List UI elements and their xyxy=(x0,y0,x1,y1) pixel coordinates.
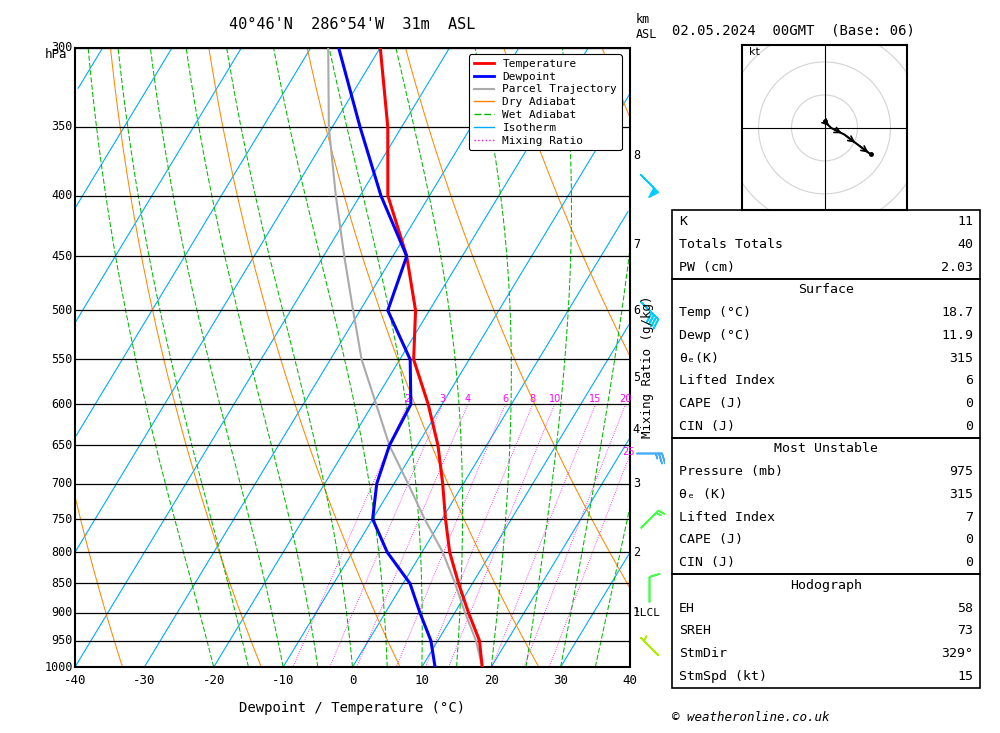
Text: -30: -30 xyxy=(133,674,156,688)
Text: 400: 400 xyxy=(51,189,73,202)
Text: © weatheronline.co.uk: © weatheronline.co.uk xyxy=(672,711,830,724)
Text: 20: 20 xyxy=(484,674,499,688)
Legend: Temperature, Dewpoint, Parcel Trajectory, Dry Adiabat, Wet Adiabat, Isotherm, Mi: Temperature, Dewpoint, Parcel Trajectory… xyxy=(469,54,622,150)
Text: 4: 4 xyxy=(465,394,471,404)
Text: ¹LCL: ¹LCL xyxy=(633,608,660,618)
Text: StmSpd (kt): StmSpd (kt) xyxy=(679,670,767,682)
Text: 73: 73 xyxy=(957,625,973,637)
Text: Hodograph: Hodograph xyxy=(790,579,862,592)
Text: 315: 315 xyxy=(949,488,973,501)
Text: 800: 800 xyxy=(51,546,73,559)
Text: Most Unstable: Most Unstable xyxy=(774,443,878,455)
Text: kt: kt xyxy=(749,48,760,57)
Text: 5: 5 xyxy=(633,372,640,384)
Text: CIN (J): CIN (J) xyxy=(679,556,735,569)
Text: SREH: SREH xyxy=(679,625,711,637)
Text: 850: 850 xyxy=(51,577,73,590)
Text: -10: -10 xyxy=(272,674,294,688)
Text: 0: 0 xyxy=(349,674,356,688)
Text: Surface: Surface xyxy=(798,284,854,296)
Text: 02.05.2024  00GMT  (Base: 06): 02.05.2024 00GMT (Base: 06) xyxy=(672,23,915,38)
Text: 11: 11 xyxy=(957,216,973,228)
Text: 20: 20 xyxy=(619,394,632,404)
Text: 4: 4 xyxy=(633,423,640,436)
Text: 350: 350 xyxy=(51,120,73,133)
Text: Pressure (mb): Pressure (mb) xyxy=(679,465,783,478)
Text: 3: 3 xyxy=(439,394,446,404)
Text: Totals Totals: Totals Totals xyxy=(679,238,783,251)
Text: Lifted Index: Lifted Index xyxy=(679,375,775,387)
Text: StmDir: StmDir xyxy=(679,647,727,660)
Text: 15: 15 xyxy=(589,394,602,404)
Text: 0: 0 xyxy=(965,420,973,432)
Text: 550: 550 xyxy=(51,353,73,366)
Text: 7: 7 xyxy=(965,511,973,523)
Text: Mixing Ratio (g/kg): Mixing Ratio (g/kg) xyxy=(640,295,654,438)
Text: 300: 300 xyxy=(51,41,73,54)
Text: 700: 700 xyxy=(51,477,73,490)
Text: CIN (J): CIN (J) xyxy=(679,420,735,432)
Text: 750: 750 xyxy=(51,512,73,526)
Text: 18.7: 18.7 xyxy=(941,306,973,319)
Text: 58: 58 xyxy=(957,602,973,614)
Text: θₑ(K): θₑ(K) xyxy=(679,352,719,364)
Text: 8: 8 xyxy=(530,394,536,404)
Text: 40: 40 xyxy=(957,238,973,251)
Text: 7: 7 xyxy=(633,238,640,251)
Text: 1000: 1000 xyxy=(44,660,73,674)
Text: 0: 0 xyxy=(965,397,973,410)
Text: 30: 30 xyxy=(553,674,568,688)
Text: 450: 450 xyxy=(51,250,73,262)
Text: 950: 950 xyxy=(51,634,73,647)
Text: 6: 6 xyxy=(633,304,640,317)
Text: EH: EH xyxy=(679,602,695,614)
Text: 2: 2 xyxy=(633,546,640,559)
Text: km
ASL: km ASL xyxy=(636,13,657,42)
Text: PW (cm): PW (cm) xyxy=(679,261,735,273)
Text: hPa: hPa xyxy=(44,48,67,61)
Text: Lifted Index: Lifted Index xyxy=(679,511,775,523)
Text: 6: 6 xyxy=(502,394,508,404)
Text: 0: 0 xyxy=(965,534,973,546)
Text: Dewp (°C): Dewp (°C) xyxy=(679,329,751,342)
Text: CAPE (J): CAPE (J) xyxy=(679,397,743,410)
Text: 975: 975 xyxy=(949,465,973,478)
Text: 650: 650 xyxy=(51,439,73,452)
Text: 500: 500 xyxy=(51,304,73,317)
Text: 3: 3 xyxy=(633,477,640,490)
Text: K: K xyxy=(679,216,687,228)
Text: -20: -20 xyxy=(202,674,225,688)
Text: 900: 900 xyxy=(51,606,73,619)
Text: 600: 600 xyxy=(51,398,73,410)
Text: 8: 8 xyxy=(633,149,640,162)
Text: 40°46'N  286°54'W  31m  ASL: 40°46'N 286°54'W 31m ASL xyxy=(229,17,476,32)
Text: -40: -40 xyxy=(64,674,86,688)
Text: 2: 2 xyxy=(405,394,411,404)
Text: 40: 40 xyxy=(622,674,638,688)
Text: θₑ (K): θₑ (K) xyxy=(679,488,727,501)
Text: Dewpoint / Temperature (°C): Dewpoint / Temperature (°C) xyxy=(239,701,466,715)
Text: 2.03: 2.03 xyxy=(941,261,973,273)
Text: 10: 10 xyxy=(414,674,429,688)
Text: Temp (°C): Temp (°C) xyxy=(679,306,751,319)
Text: 15: 15 xyxy=(957,670,973,682)
Text: 25: 25 xyxy=(623,447,635,457)
Text: 6: 6 xyxy=(965,375,973,387)
Text: 1: 1 xyxy=(633,606,640,619)
Text: 11.9: 11.9 xyxy=(941,329,973,342)
Text: CAPE (J): CAPE (J) xyxy=(679,534,743,546)
Text: 10: 10 xyxy=(549,394,561,404)
Text: 0: 0 xyxy=(965,556,973,569)
Text: 315: 315 xyxy=(949,352,973,364)
Text: 329°: 329° xyxy=(941,647,973,660)
